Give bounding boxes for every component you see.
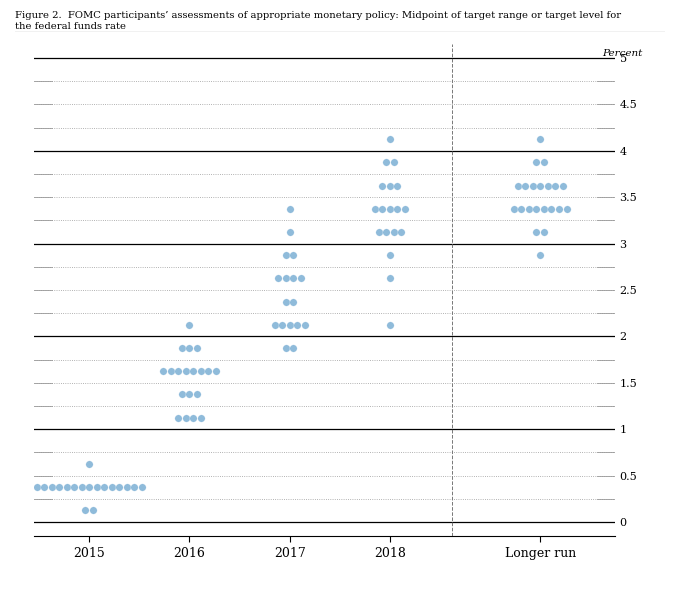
Point: [188, 413, 199, 422]
Point: [377, 204, 388, 214]
Point: [381, 158, 392, 167]
Point: [384, 134, 395, 144]
Point: [546, 204, 557, 214]
Point: [384, 181, 395, 190]
Point: [539, 158, 549, 167]
Point: [292, 320, 303, 330]
Point: [539, 227, 549, 237]
Point: [388, 227, 399, 237]
Point: [384, 204, 395, 214]
Point: [69, 482, 80, 492]
Point: [539, 204, 549, 214]
Point: [373, 227, 384, 237]
Point: [121, 482, 132, 492]
Point: [173, 366, 184, 376]
Point: [534, 250, 545, 260]
Point: [61, 482, 72, 492]
Point: [192, 390, 203, 399]
Point: [392, 204, 403, 214]
Point: [512, 181, 523, 190]
Point: [280, 297, 291, 306]
Point: [524, 204, 534, 214]
Point: [288, 250, 299, 260]
Point: [531, 158, 542, 167]
Point: [369, 204, 380, 214]
Point: [84, 482, 95, 492]
Point: [280, 250, 291, 260]
Point: [280, 343, 291, 353]
Point: [106, 482, 117, 492]
Point: [392, 181, 403, 190]
Point: [384, 250, 395, 260]
Point: [550, 181, 561, 190]
Point: [88, 506, 99, 515]
Point: [184, 320, 194, 330]
Point: [195, 366, 206, 376]
Point: [99, 482, 109, 492]
Point: [399, 204, 410, 214]
Point: [531, 204, 542, 214]
Point: [277, 320, 288, 330]
Point: [54, 482, 65, 492]
Point: [80, 506, 91, 515]
Point: [295, 274, 306, 283]
Point: [554, 204, 564, 214]
Point: [388, 158, 399, 167]
Point: [377, 181, 388, 190]
Point: [516, 204, 527, 214]
Text: Figure 2.  FOMC participants’ assessments of appropriate monetary policy: Midpoi: Figure 2. FOMC participants’ assessments…: [15, 11, 621, 19]
Point: [542, 181, 553, 190]
Point: [184, 390, 194, 399]
Point: [384, 320, 395, 330]
Point: [561, 204, 572, 214]
Point: [176, 390, 187, 399]
Point: [129, 482, 139, 492]
Point: [288, 343, 299, 353]
Point: [381, 227, 392, 237]
Point: [288, 297, 299, 306]
Text: the federal funds rate: the federal funds rate: [15, 22, 126, 31]
Point: [173, 413, 184, 422]
Point: [184, 343, 194, 353]
Point: [210, 366, 221, 376]
Point: [527, 181, 538, 190]
Point: [84, 459, 95, 469]
Point: [384, 274, 395, 283]
Point: [288, 274, 299, 283]
Point: [284, 320, 295, 330]
Point: [165, 366, 176, 376]
Point: [520, 181, 530, 190]
Point: [31, 482, 42, 492]
Point: [203, 366, 214, 376]
Point: [531, 227, 542, 237]
Point: [534, 134, 545, 144]
Point: [188, 366, 199, 376]
Point: [158, 366, 169, 376]
Text: Percent: Percent: [602, 49, 643, 58]
Point: [396, 227, 407, 237]
Point: [114, 482, 124, 492]
Point: [284, 204, 295, 214]
Point: [534, 181, 545, 190]
Point: [136, 482, 147, 492]
Point: [195, 413, 206, 422]
Point: [280, 274, 291, 283]
Point: [176, 343, 187, 353]
Point: [269, 320, 280, 330]
Point: [558, 181, 568, 190]
Point: [46, 482, 57, 492]
Point: [180, 366, 191, 376]
Point: [39, 482, 50, 492]
Point: [76, 482, 87, 492]
Point: [192, 343, 203, 353]
Point: [91, 482, 102, 492]
Point: [284, 227, 295, 237]
Point: [180, 413, 191, 422]
Point: [509, 204, 520, 214]
Point: [299, 320, 310, 330]
Point: [273, 274, 284, 283]
